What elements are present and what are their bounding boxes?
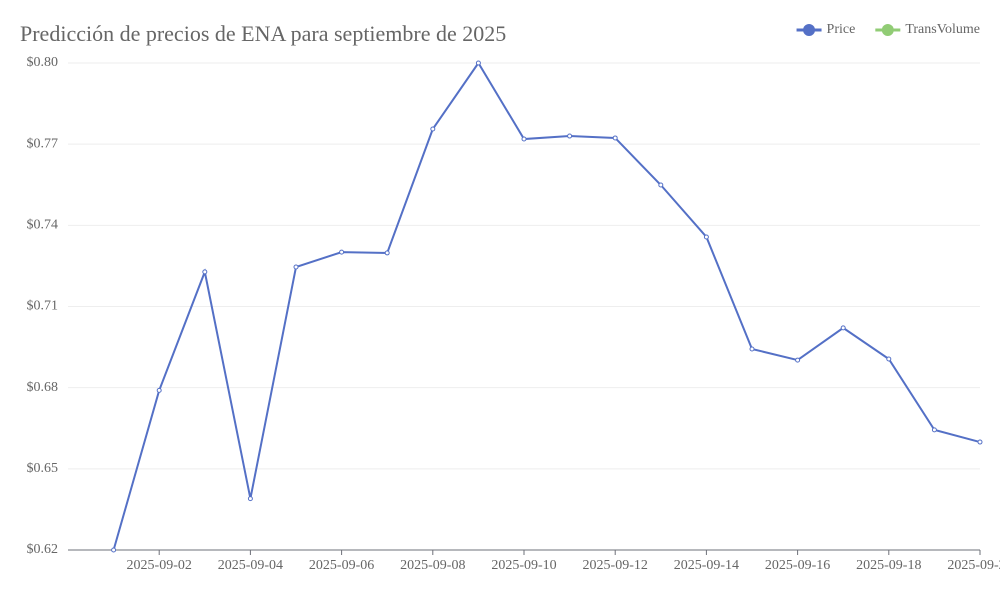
point [339,249,345,255]
point [293,264,299,270]
point [430,126,436,132]
y-tick-label: $0.71 [27,299,59,314]
y-tick-label: $0.68 [27,380,59,395]
legend-swatch-dot [803,24,816,36]
point [840,325,846,331]
point [567,133,573,139]
point [111,547,117,553]
x-tick-label: 2025-09-08 [400,558,465,573]
x-tick-label: 2025-09-10 [491,558,556,573]
legend-swatch-dot [881,24,894,36]
point [156,387,162,393]
y-tick-label: $0.77 [27,136,59,151]
point [521,136,527,142]
x-tick-label: 2025-09-12 [583,558,648,573]
point [886,356,892,362]
x-tick-label: 2025-09-18 [856,558,921,573]
point [475,60,481,66]
y-tick-label: $0.74 [27,218,59,233]
point [202,269,208,275]
point [658,182,664,188]
x-tick-label: 2025-09-14 [674,558,739,573]
line [112,61,981,551]
y-tick-label: $0.80 [27,55,59,70]
point [612,135,618,141]
chart-title: Predicción de precios de ENA para septie… [20,21,506,46]
y-tick-label: $0.62 [27,542,59,557]
point [931,427,937,433]
x-tick-label: 2025-09-20 [947,558,1000,573]
x-tick-label: 2025-09-16 [765,558,830,573]
point [247,496,253,502]
y-tick-label: $0.65 [27,461,59,476]
legend-label: TransVolume [905,22,980,37]
point [749,346,755,352]
legend-label: Price [827,22,856,37]
x-tick-label: 2025-09-02 [127,558,192,573]
x-tick-label: 2025-09-06 [309,558,374,573]
point [703,234,709,240]
x-tick-label: 2025-09-04 [218,558,283,573]
point [384,250,390,256]
point [795,357,801,363]
point [977,439,983,445]
